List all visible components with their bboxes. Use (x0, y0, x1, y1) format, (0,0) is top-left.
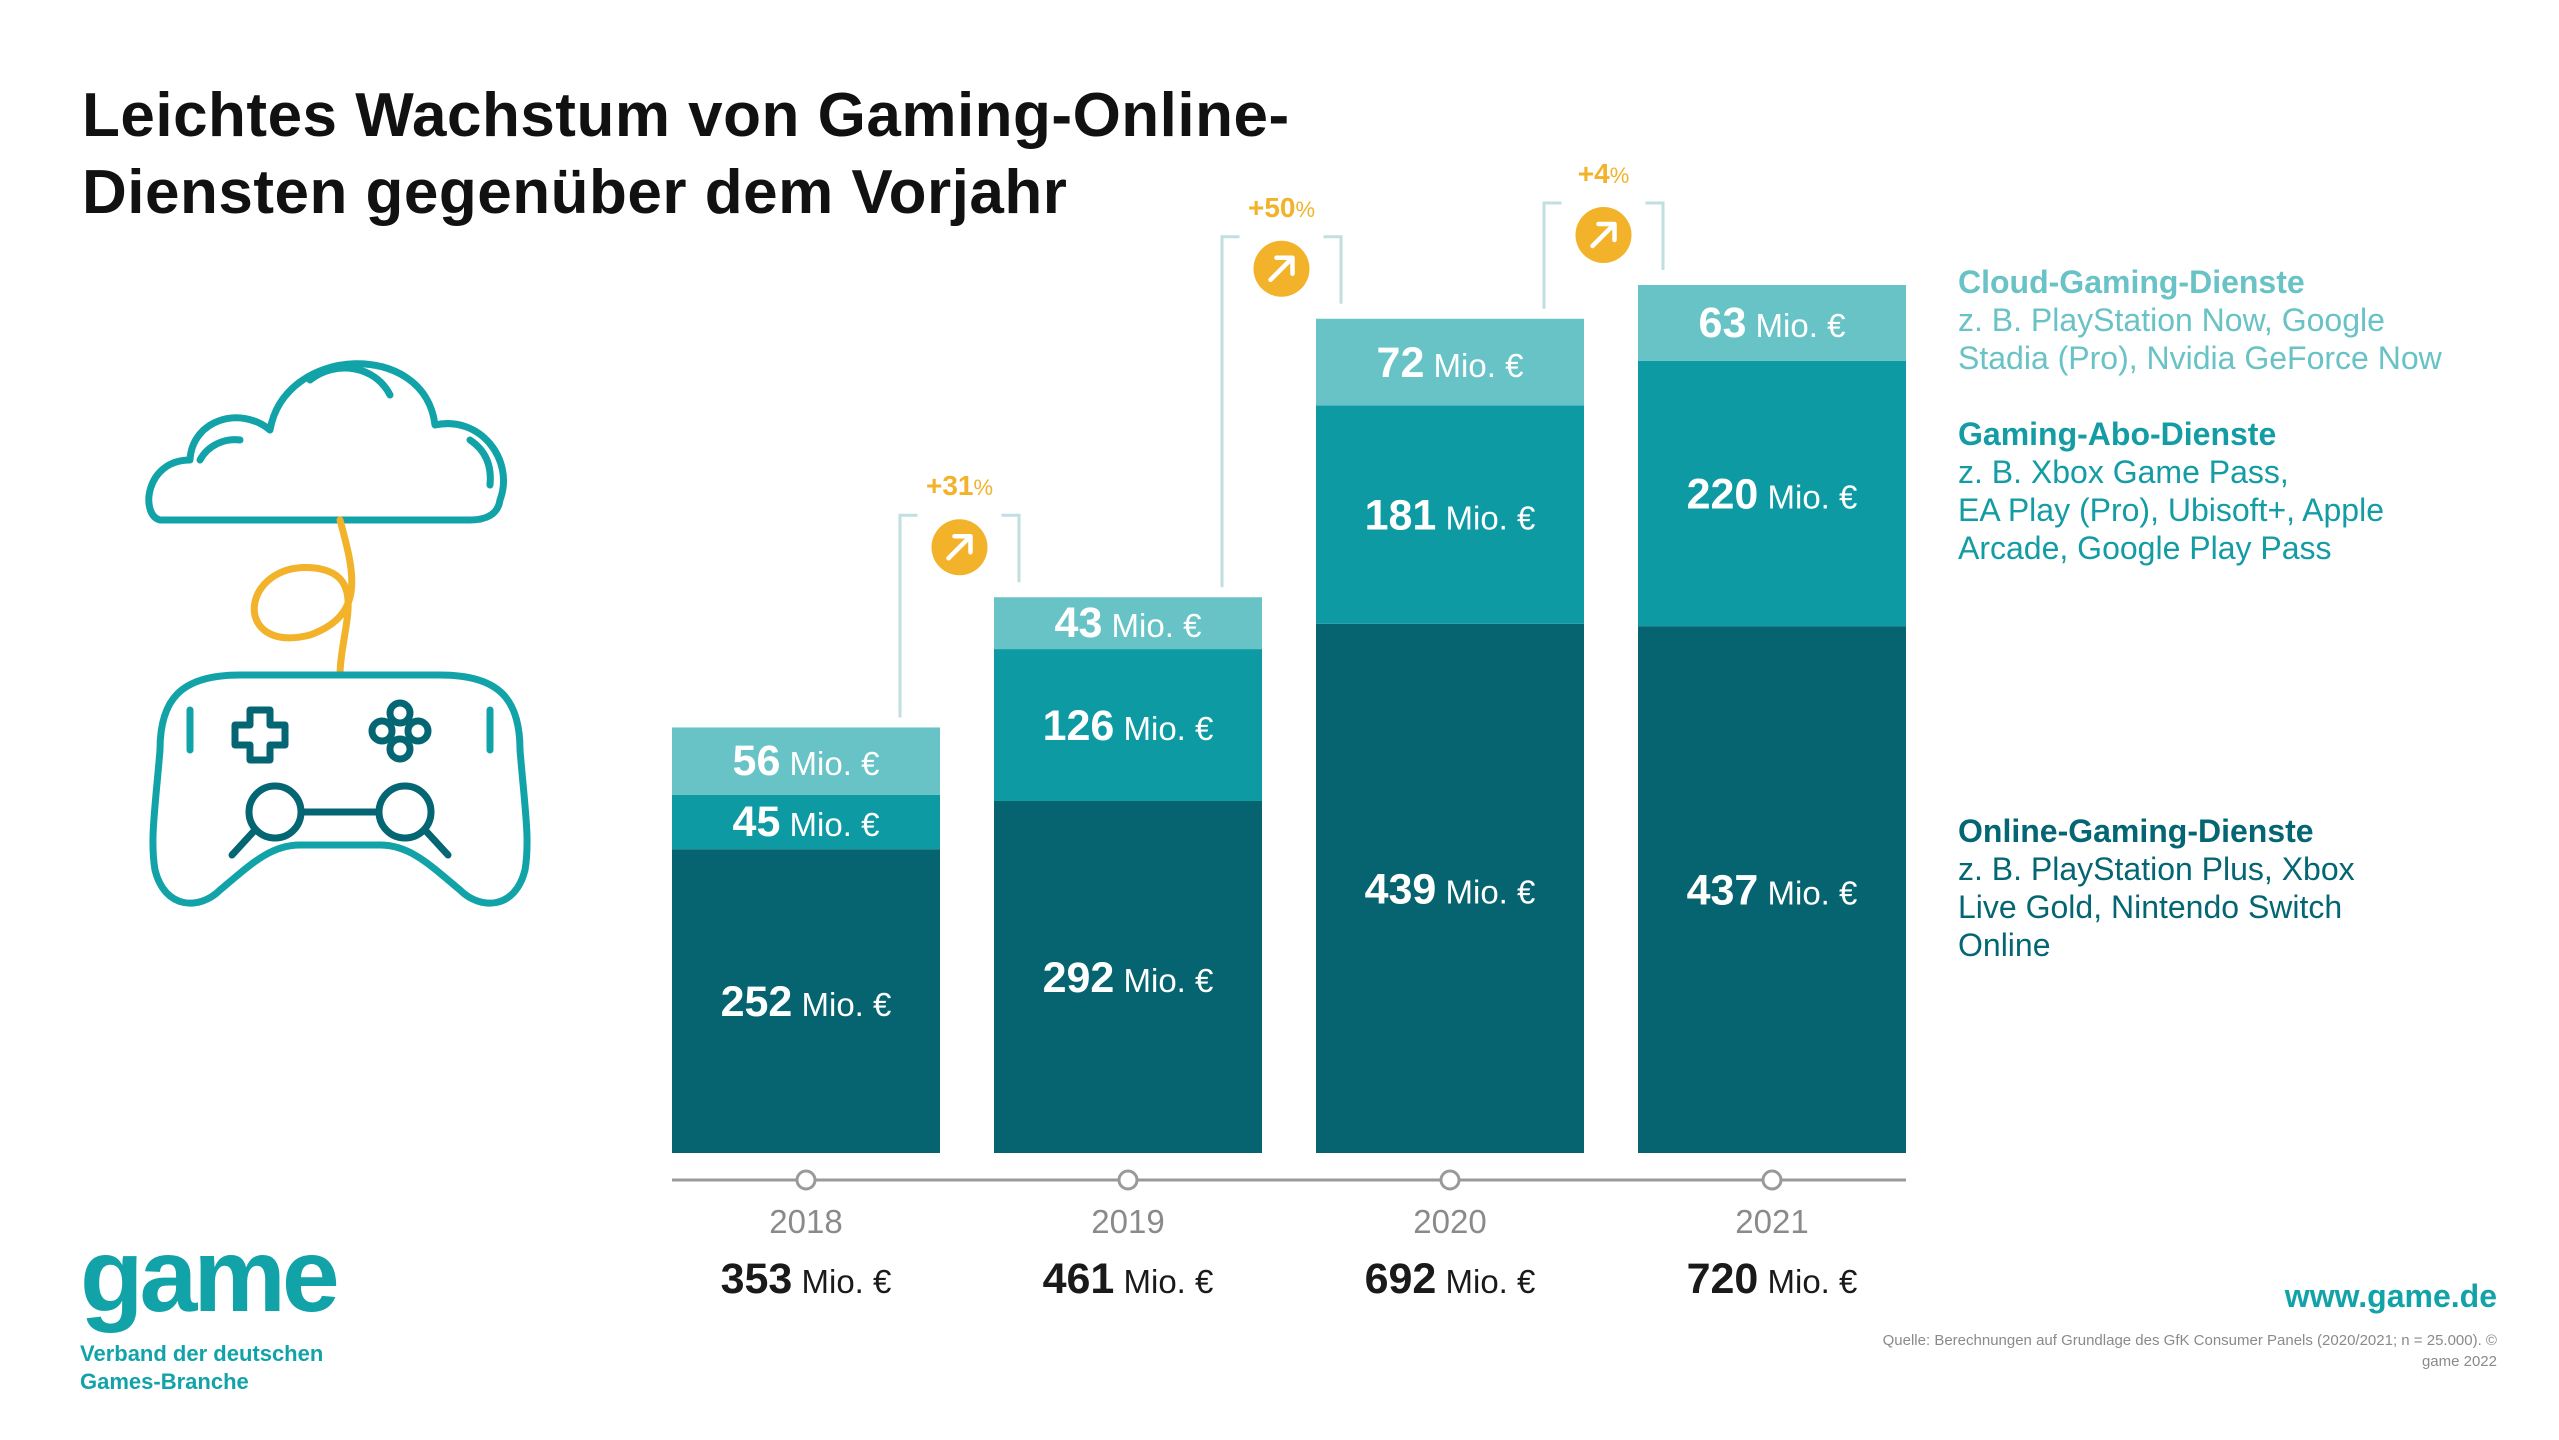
growth-connector-left-2020 (1220, 235, 1240, 588)
cloud-gamepad-illustration (120, 310, 560, 935)
axis-tick-2021 (1761, 1169, 1783, 1191)
bar-2019-online-gaming-dienste (994, 800, 1262, 1153)
legend-online-line-3: Online (1958, 927, 2051, 963)
bar-2019-cloud-gaming-dienste (994, 597, 1262, 650)
x-tick-label-2020: 2020 (1413, 1203, 1486, 1240)
website-link[interactable]: www.game.de (2284, 1278, 2497, 1314)
legend-abo-line-3: Arcade, Google Play Pass (1958, 530, 2332, 566)
legend-online: Online-Gaming-Dienste z. B. PlayStation … (1958, 812, 2538, 964)
legend-cloud-title: Cloud-Gaming-Dienste (1958, 264, 2305, 300)
axis-tick-2019 (1117, 1169, 1139, 1191)
bar-2019-gaming-abo-dienste (994, 649, 1262, 801)
title-line-1: Leichtes Wachstum von Gaming-Online- (82, 81, 1290, 150)
growth-label-2020: +50% (1248, 192, 1315, 223)
bar-label-2018-2: 56 Mio. € (733, 737, 880, 785)
legend-abo-line-1: z. B. Xbox Game Pass, (1958, 454, 2289, 490)
total-label-2020: 692 Mio. € (1365, 1255, 1536, 1303)
legend-online-line-2: Live Gold, Nintendo Switch (1958, 889, 2343, 925)
growth-connector-right-2019 (1001, 513, 1021, 583)
bar-label-2021-2: 63 Mio. € (1699, 299, 1846, 347)
arrow-up-right-icon (946, 533, 973, 561)
bar-2021-gaming-abo-dienste (1638, 360, 1906, 627)
arrow-up-right-icon (1268, 255, 1295, 283)
axis-tick-2018 (795, 1169, 817, 1191)
growth-connector-left-2019 (898, 513, 918, 718)
legend-cloud-line-2: Stadia (Pro), Nvidia GeForce Now (1958, 340, 2442, 376)
game-logo: game Verband der deutschen Games-Branche (80, 1218, 340, 1396)
bar-label-2021-0: 437 Mio. € (1687, 867, 1858, 915)
total-label-2019: 461 Mio. € (1043, 1255, 1214, 1303)
bar-2021-online-gaming-dienste (1638, 626, 1906, 1153)
bar-2018-cloud-gaming-dienste (672, 727, 940, 795)
growth-connector-right-2021 (1645, 201, 1665, 270)
logo-subtitle: Verband der deutschen Games-Branche (80, 1341, 324, 1394)
bar-label-2019-1: 126 Mio. € (1043, 702, 1214, 750)
bar-label-2021-1: 220 Mio. € (1687, 471, 1858, 519)
cable (250, 516, 356, 679)
growth-connector-right-2020 (1323, 235, 1343, 304)
total-label-2018: 353 Mio. € (721, 1255, 892, 1303)
bar-2020-gaming-abo-dienste (1316, 405, 1584, 624)
legend-abo: Gaming-Abo-Dienste z. B. Xbox Game Pass,… (1958, 415, 2538, 567)
legend-abo-title: Gaming-Abo-Dienste (1958, 416, 2277, 452)
legend-online-title: Online-Gaming-Dienste (1958, 813, 2314, 849)
logo-wordmark: game (80, 1218, 340, 1334)
bar-2020-cloud-gaming-dienste (1316, 318, 1584, 406)
legend-cloud: Cloud-Gaming-Dienste z. B. PlayStation N… (1958, 263, 2538, 377)
bar-2020-online-gaming-dienste (1316, 623, 1584, 1153)
bar-label-2020-0: 439 Mio. € (1365, 865, 1536, 913)
growth-connector-left-2021 (1542, 201, 1562, 309)
bar-label-2019-0: 292 Mio. € (1043, 954, 1214, 1002)
legend-online-line-1: z. B. PlayStation Plus, Xbox (1958, 851, 2355, 887)
growth-label-2019: +31% (926, 470, 993, 501)
axis-tick-2020 (1439, 1169, 1461, 1191)
bar-2018-gaming-abo-dienste (672, 794, 940, 850)
legend-abo-line-2: EA Play (Pro), Ubisoft+, Apple (1958, 492, 2384, 528)
bar-2021-cloud-gaming-dienste (1638, 285, 1906, 361)
legend-cloud-line-1: z. B. PlayStation Now, Google (1958, 302, 2385, 338)
bar-label-2018-1: 45 Mio. € (733, 798, 880, 846)
bar-label-2019-2: 43 Mio. € (1055, 599, 1202, 647)
cloud-icon (145, 360, 508, 524)
bar-label-2020-2: 72 Mio. € (1377, 339, 1524, 387)
bar-label-2020-1: 181 Mio. € (1365, 492, 1536, 540)
bar-2018-online-gaming-dienste (672, 849, 940, 1153)
growth-label-2021: +4% (1578, 158, 1630, 189)
bar-label-2018-0: 252 Mio. € (721, 978, 892, 1026)
x-tick-label-2018: 2018 (769, 1203, 842, 1240)
arrow-up-right-icon (1590, 221, 1617, 249)
x-tick-label-2019: 2019 (1091, 1203, 1164, 1240)
page-title: Leichtes Wachstum von Gaming-Online- Die… (82, 78, 1482, 232)
gamepad-icon (149, 671, 531, 907)
source-note: Quelle: Berechnungen auf Grundlage des G… (1882, 1332, 2497, 1370)
total-label-2021: 720 Mio. € (1687, 1255, 1858, 1303)
title-line-2: Diensten gegenüber dem Vorjahr (82, 157, 1068, 227)
x-tick-label-2021: 2021 (1735, 1203, 1808, 1240)
